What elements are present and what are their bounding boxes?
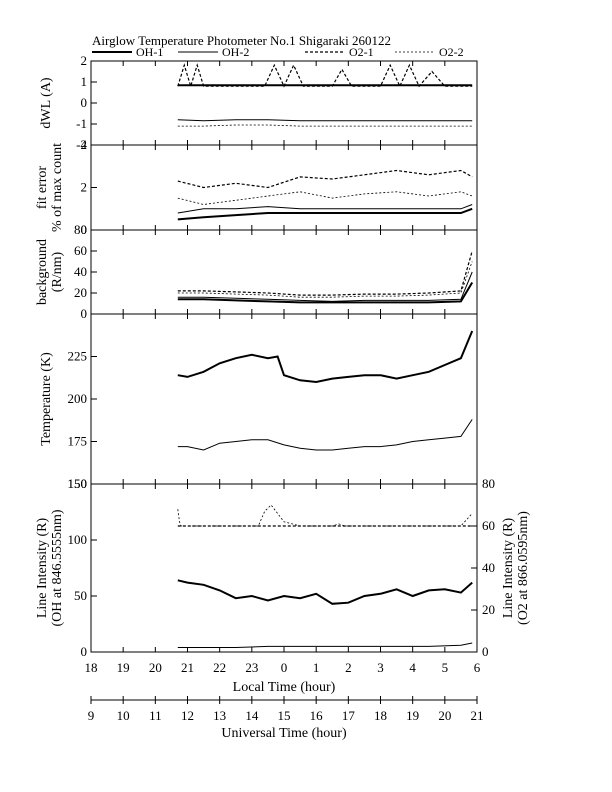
y-tick-label: 60 — [74, 243, 87, 258]
y2-tick-label: 0 — [482, 644, 489, 659]
y-tick-label: 150 — [68, 476, 88, 491]
y-axis-label: (R/nm) — [50, 251, 65, 292]
ut-tick-label: 13 — [213, 708, 226, 723]
series-oh-1 — [177, 281, 474, 304]
panel-frame — [90, 483, 478, 653]
y2-tick-label: 20 — [482, 602, 495, 617]
panel-frame — [90, 60, 478, 146]
local-time-tick: 0 — [281, 660, 288, 675]
y-tick-label: -1 — [76, 116, 87, 131]
series-o2-2 — [177, 261, 473, 298]
y-tick-label: 50 — [74, 588, 87, 603]
y-tick-label: 0 — [81, 222, 88, 237]
series-o2-2 — [177, 191, 473, 205]
series-oh-2 — [177, 271, 473, 302]
chart-title: Airglow Temperature Photometer No.1 Shig… — [92, 33, 391, 48]
local-time-tick: 18 — [85, 660, 98, 675]
y-tick-label: 200 — [68, 391, 88, 406]
legend-label: O2-2 — [439, 45, 464, 59]
ut-tick-label: 20 — [438, 708, 451, 723]
series-o2-2 — [177, 124, 473, 127]
ut-tick-label: 12 — [181, 708, 194, 723]
series-o2-1 — [177, 169, 473, 189]
y-tick-label: 2 — [81, 180, 88, 195]
y-tick-label: 4 — [81, 137, 88, 152]
ut-tick-label: 19 — [406, 708, 419, 723]
y-axis-label: Line Intensity (R) — [35, 518, 50, 619]
y-axis-label: dWL (A) — [39, 77, 54, 129]
y-axis-label: % of max count — [50, 143, 65, 232]
series-oh-2 — [177, 204, 473, 214]
series-oh-2 — [177, 419, 473, 451]
ut-tick-label: 15 — [278, 708, 291, 723]
legend: OH-1 OH-2 O2-1 O2-2 — [92, 45, 464, 59]
y2-tick-label: 60 — [482, 518, 495, 533]
y2-tick-label: 40 — [482, 560, 495, 575]
right-y-label: Line Intensity (R) — [501, 518, 516, 619]
local-time-tick: 2 — [345, 660, 352, 675]
y-tick-label: 80 — [74, 222, 87, 237]
series-oh-1 — [177, 330, 474, 384]
local-time-tick: 6 — [474, 660, 481, 675]
series-oh-2 — [177, 642, 473, 648]
y-tick-label: 40 — [74, 264, 87, 279]
y2-tick-label: 80 — [482, 476, 495, 491]
y-tick-label: 225 — [68, 349, 88, 364]
y-tick-label: 0 — [81, 95, 88, 110]
y-tick-label: 150 — [68, 476, 88, 491]
local-time-tick: 22 — [213, 660, 226, 675]
y-axis-label: fit error — [35, 166, 50, 209]
y-tick-label: -2 — [76, 137, 87, 152]
ut-tick-label: 17 — [342, 708, 356, 723]
y-axis-label: Temperature (K) — [39, 352, 54, 446]
y-tick-label: 175 — [68, 434, 88, 449]
series-o2-1 — [177, 63, 473, 89]
legend-label: OH-1 — [136, 45, 163, 59]
local-time-tick: 1 — [313, 660, 320, 675]
y-tick-label: 0 — [81, 644, 88, 659]
local-time-tick: 4 — [409, 660, 416, 675]
ut-tick-label: 11 — [149, 708, 162, 723]
legend-label: OH-2 — [222, 45, 249, 59]
y-axis-label: (OH at 846.5555nm) — [50, 509, 65, 626]
ut-tick-label: 14 — [245, 708, 259, 723]
right-y-label: (O2 at 866.0595nm) — [516, 511, 531, 625]
ut-tick-label: 18 — [374, 708, 387, 723]
local-time-tick: 3 — [377, 660, 384, 675]
y-tick-label: 20 — [74, 285, 87, 300]
local-time-tick: 20 — [149, 660, 162, 675]
panel-temp: 225 200 175 150 Temperature (K) — [39, 313, 478, 491]
panel-frame — [90, 313, 478, 485]
ut-label: Universal Time (hour) — [221, 726, 347, 741]
local-time-tick: 5 — [442, 660, 449, 675]
ut-tick-label: 16 — [310, 708, 324, 723]
series-o2-2 — [177, 504, 473, 527]
panel-dwl: 2 1 0 -1 -2 dWL (A) — [39, 53, 478, 152]
panel-bg: 80 60 40 20 0 background (R/nm) — [35, 222, 478, 321]
local-time-tick: 19 — [117, 660, 130, 675]
ut-tick-label: 21 — [471, 708, 484, 723]
local-time-label: Local Time (hour) — [233, 680, 336, 695]
y-tick-label: 2 — [81, 53, 88, 68]
local-time-tick: 23 — [245, 660, 258, 675]
panel-frame — [90, 144, 478, 231]
series-oh-2 — [177, 119, 473, 122]
y-tick-label: 1 — [81, 74, 88, 89]
legend-label: O2-1 — [349, 45, 374, 59]
y-tick-label: 100 — [68, 532, 88, 547]
ut-tick-label: 10 — [117, 708, 130, 723]
ut-tick-label: 9 — [88, 708, 95, 723]
y-axis-label: background — [35, 239, 50, 305]
y-tick-label: 0 — [81, 306, 88, 321]
panel-fit: 4 2 0 fit error% of max count — [35, 137, 478, 237]
local-time-tick: 21 — [181, 660, 194, 675]
series-oh-1 — [177, 579, 473, 605]
series-oh-1 — [177, 207, 473, 221]
series-o2-1 — [177, 250, 473, 296]
